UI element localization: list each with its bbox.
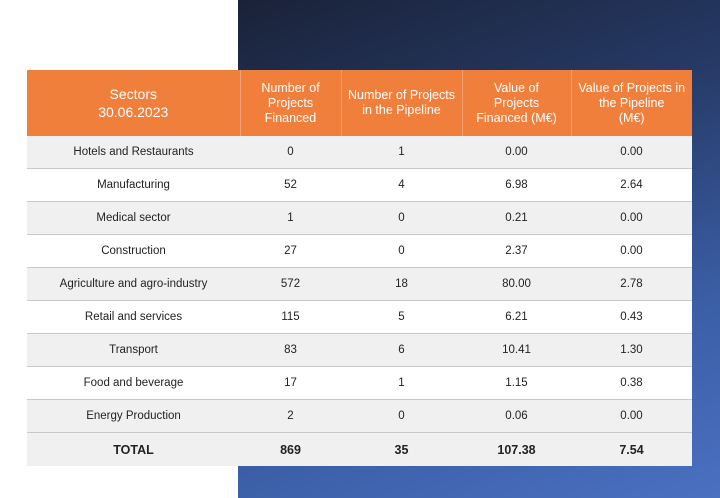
cell-value-pipeline: 0.38 <box>571 366 692 400</box>
cell-value-financed: 6.21 <box>462 300 571 334</box>
cell-pipeline: 0 <box>341 399 462 433</box>
sectors-table-container: Sectors 30.06.2023 Number of Projects Fi… <box>27 70 692 466</box>
cell-pipeline: 1 <box>341 136 462 169</box>
total-value-financed: 107.38 <box>462 432 571 466</box>
cell-value-financed: 1.15 <box>462 366 571 400</box>
total-pipeline: 35 <box>341 432 462 466</box>
cell-pipeline: 0 <box>341 201 462 235</box>
cell-value-pipeline: 2.64 <box>571 168 692 202</box>
table-row: Transport 83 6 10.41 1.30 <box>27 333 692 367</box>
total-financed: 869 <box>240 432 341 466</box>
cell-sector: Transport <box>27 333 240 367</box>
cell-value-pipeline: 0.00 <box>571 136 692 169</box>
cell-financed: 0 <box>240 136 341 169</box>
table-header-row: Sectors 30.06.2023 Number of Projects Fi… <box>27 70 692 136</box>
cell-financed: 572 <box>240 267 341 301</box>
cell-sector: Agriculture and agro-industry <box>27 267 240 301</box>
header-value-pipeline: Value of Projects in the Pipeline (M€) <box>571 70 692 136</box>
header-line: Financed <box>264 110 317 125</box>
cell-value-pipeline: 0.00 <box>571 399 692 433</box>
table-total-row: TOTAL 869 35 107.38 7.54 <box>27 432 692 466</box>
cell-sector: Energy Production <box>27 399 240 433</box>
cell-pipeline: 5 <box>341 300 462 334</box>
cell-value-financed: 80.00 <box>462 267 571 301</box>
cell-value-pipeline: 2.78 <box>571 267 692 301</box>
header-line: (M€) <box>618 110 645 125</box>
cell-value-pipeline: 0.00 <box>571 234 692 268</box>
cell-financed: 52 <box>240 168 341 202</box>
cell-value-financed: 6.98 <box>462 168 571 202</box>
table-row: Hotels and Restaurants 0 1 0.00 0.00 <box>27 136 692 169</box>
header-line: Projects <box>267 95 314 110</box>
cell-pipeline: 0 <box>341 234 462 268</box>
header-sectors: Sectors 30.06.2023 <box>27 70 241 136</box>
header-line: Financed (M€) <box>476 110 557 125</box>
cell-sector: Construction <box>27 234 240 268</box>
table-row: Retail and services 115 5 6.21 0.43 <box>27 300 692 334</box>
table-row: Construction 27 0 2.37 0.00 <box>27 234 692 268</box>
table-row: Agriculture and agro-industry 572 18 80.… <box>27 267 692 301</box>
total-value-pipeline: 7.54 <box>571 432 692 466</box>
cell-sector: Food and beverage <box>27 366 240 400</box>
header-line: Value of Projects in <box>578 80 686 95</box>
cell-sector: Retail and services <box>27 300 240 334</box>
cell-value-financed: 0.00 <box>462 136 571 169</box>
table-row: Energy Production 2 0 0.06 0.00 <box>27 399 692 433</box>
header-line: Projects <box>493 95 540 110</box>
cell-value-pipeline: 0.00 <box>571 201 692 235</box>
table-row: Medical sector 1 0 0.21 0.00 <box>27 201 692 235</box>
header-line: Number of Projects <box>348 88 455 102</box>
cell-financed: 1 <box>240 201 341 235</box>
header-line: the Pipeline <box>599 95 665 110</box>
cell-financed: 2 <box>240 399 341 433</box>
header-line: Value of <box>494 80 539 95</box>
header-line: Sectors <box>109 86 157 102</box>
cell-value-financed: 0.21 <box>462 201 571 235</box>
header-projects-pipeline: Number of Projects in the Pipeline <box>341 70 463 136</box>
cell-pipeline: 18 <box>341 267 462 301</box>
header-line: Number of <box>261 80 320 95</box>
cell-value-financed: 2.37 <box>462 234 571 268</box>
cell-value-financed: 10.41 <box>462 333 571 367</box>
cell-pipeline: 4 <box>341 168 462 202</box>
cell-financed: 17 <box>240 366 341 400</box>
table-row: Manufacturing 52 4 6.98 2.64 <box>27 168 692 202</box>
header-line: in the Pipeline <box>362 103 441 117</box>
cell-financed: 115 <box>240 300 341 334</box>
cell-value-pipeline: 0.43 <box>571 300 692 334</box>
header-value-financed: Value of Projects Financed (M€) <box>462 70 572 136</box>
cell-pipeline: 6 <box>341 333 462 367</box>
sectors-table: Sectors 30.06.2023 Number of Projects Fi… <box>27 70 692 466</box>
cell-financed: 27 <box>240 234 341 268</box>
total-label: TOTAL <box>27 432 240 466</box>
header-projects-financed: Number of Projects Financed <box>240 70 342 136</box>
cell-sector: Medical sector <box>27 201 240 235</box>
cell-value-pipeline: 1.30 <box>571 333 692 367</box>
cell-financed: 83 <box>240 333 341 367</box>
table-row: Food and beverage 17 1 1.15 0.38 <box>27 366 692 400</box>
cell-sector: Manufacturing <box>27 168 240 202</box>
header-line: 30.06.2023 <box>98 104 169 120</box>
cell-pipeline: 1 <box>341 366 462 400</box>
cell-sector: Hotels and Restaurants <box>27 136 240 169</box>
cell-value-financed: 0.06 <box>462 399 571 433</box>
